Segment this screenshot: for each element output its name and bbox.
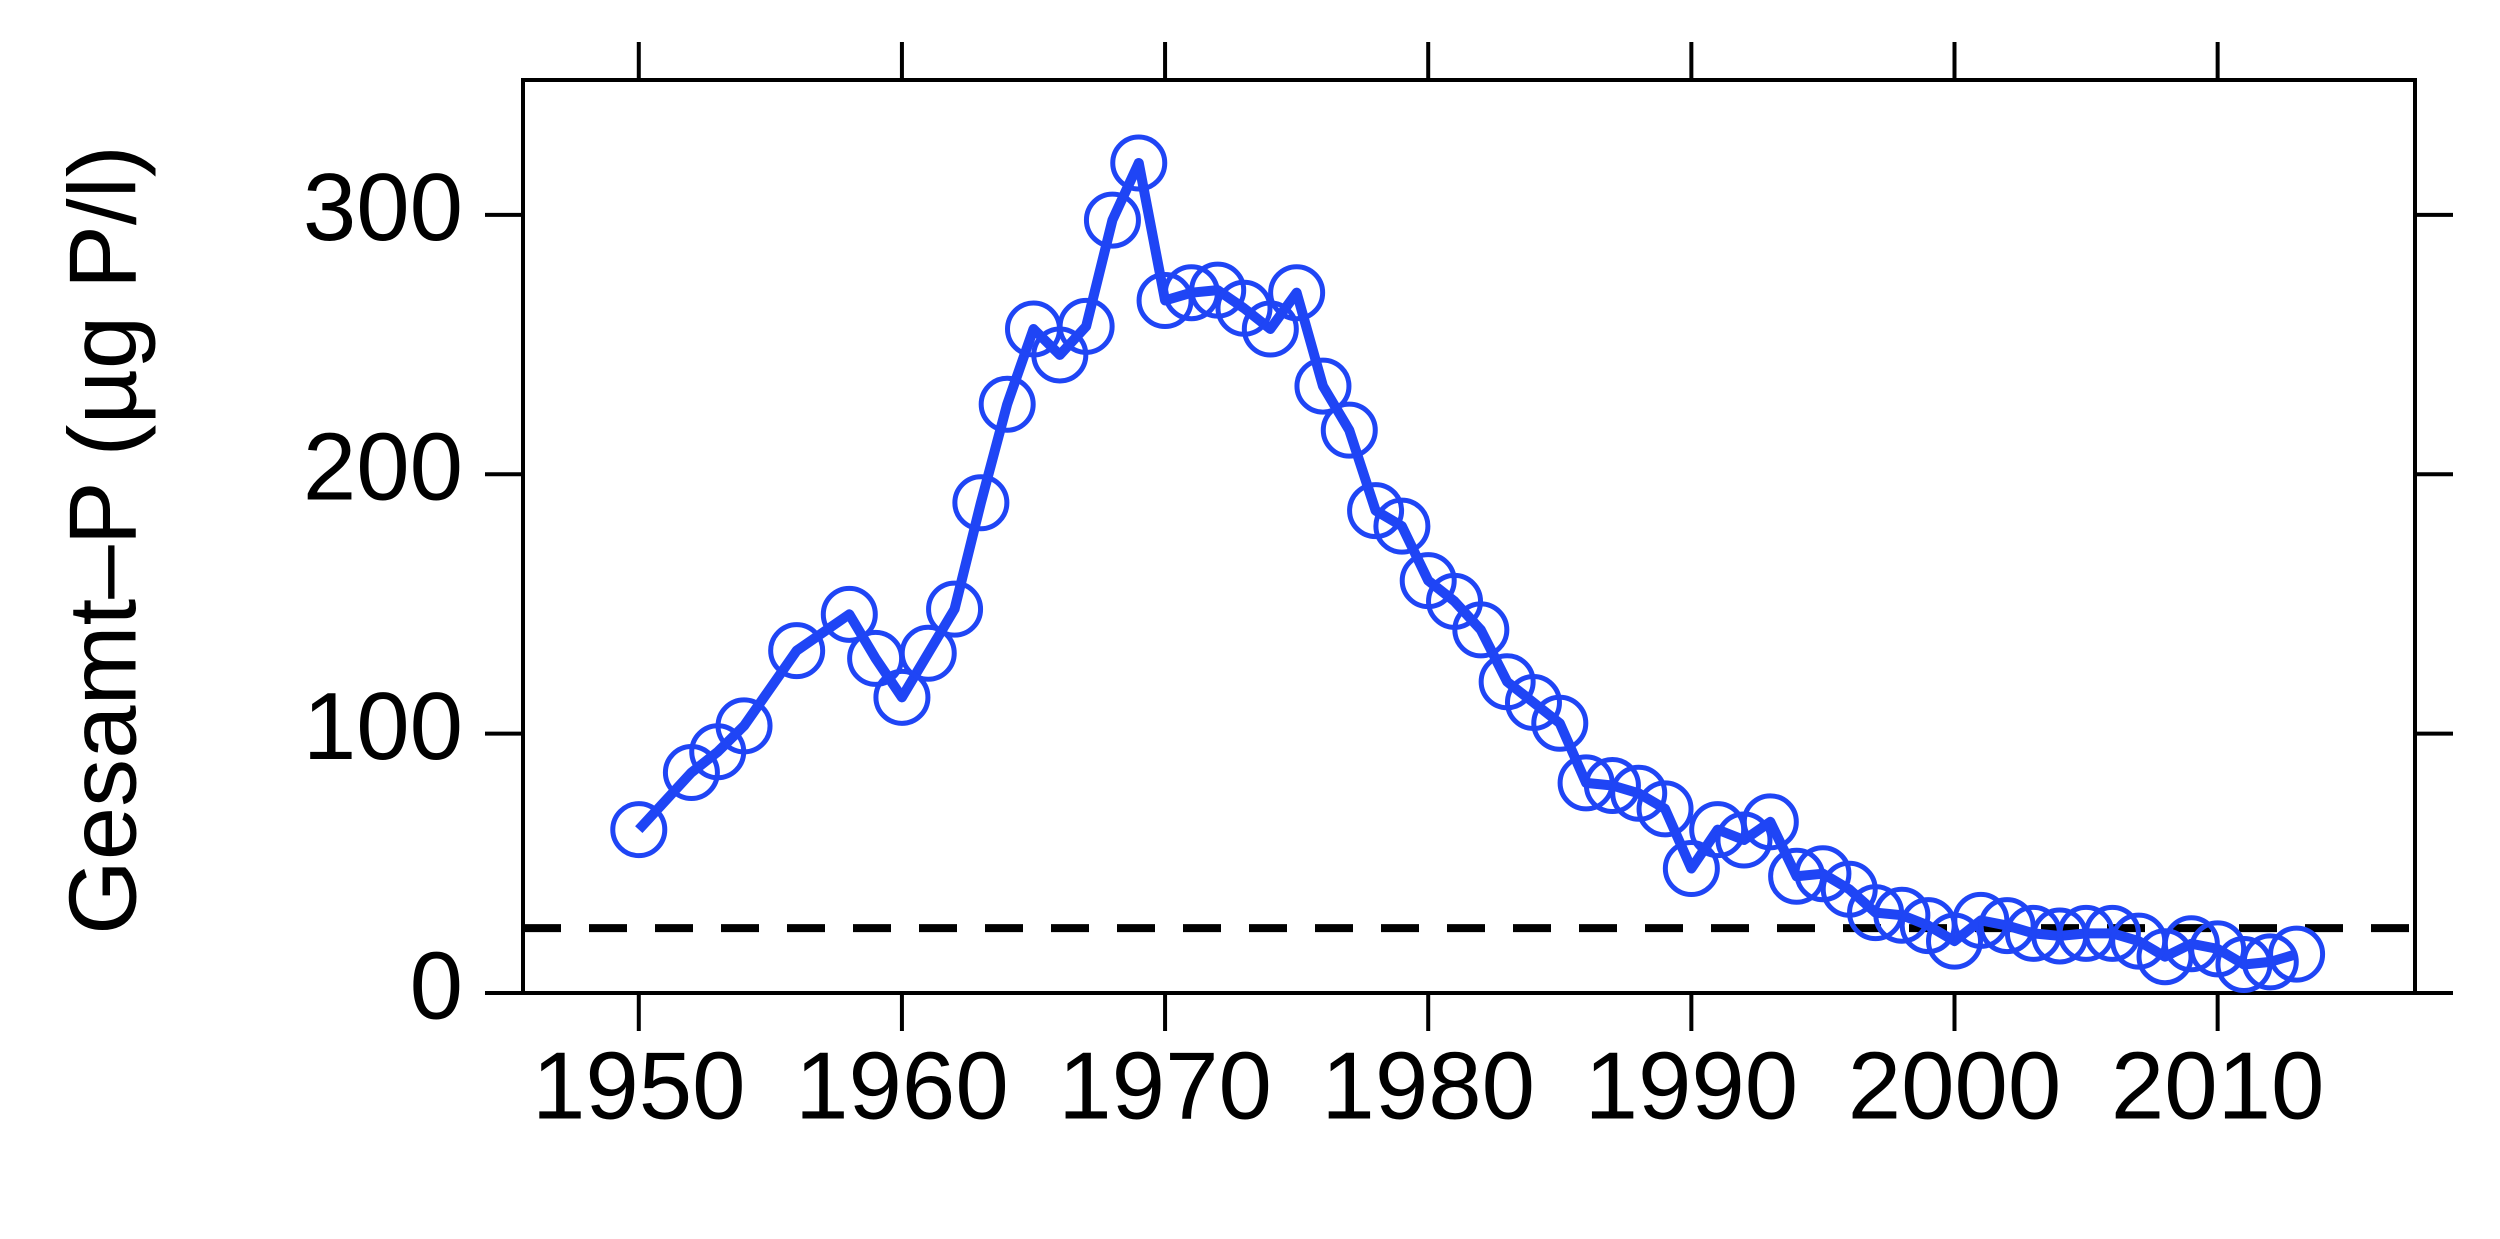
data-point <box>1320 401 1378 459</box>
data-point <box>1636 780 1694 838</box>
x-tick-label: 2010 <box>2111 1032 2325 1139</box>
data-point <box>873 668 931 726</box>
data-point <box>1057 297 1115 355</box>
data-point <box>1557 754 1615 812</box>
x-tick-label: 1980 <box>1321 1032 1535 1139</box>
y-tick-label: 0 <box>410 932 463 1039</box>
data-point <box>978 375 1036 433</box>
data-point <box>1873 886 1931 944</box>
data-point <box>715 697 773 755</box>
data-line <box>635 158 2299 970</box>
data-point <box>2268 925 2326 983</box>
y-axis-label: Gesamt–P (µg P/l) <box>49 145 156 935</box>
data-point <box>1662 840 1720 897</box>
data-point <box>2083 904 2141 962</box>
y-tick-label: 200 <box>303 414 463 521</box>
data-point <box>1452 601 1510 659</box>
x-tick-label: 2000 <box>1848 1032 2062 1139</box>
x-tick-label: 1960 <box>795 1032 1009 1139</box>
data-point <box>1294 357 1352 415</box>
data-point <box>610 801 668 859</box>
x-tick-label: 1950 <box>532 1032 746 1139</box>
data-point <box>820 585 878 643</box>
data-point <box>1768 847 1826 905</box>
data-point <box>1847 884 1905 942</box>
data-point <box>2241 933 2299 991</box>
data-point <box>1162 264 1220 322</box>
x-tick-label: 1970 <box>1058 1032 1272 1139</box>
data-point <box>1531 694 1589 752</box>
data-point <box>1952 891 2010 949</box>
data-point <box>926 580 984 638</box>
data-point <box>952 474 1010 532</box>
y-tick-label: 100 <box>303 673 463 780</box>
data-point <box>1110 134 1168 192</box>
data-point <box>2215 935 2273 993</box>
data-point <box>1373 497 1431 555</box>
data-point <box>1583 757 1641 814</box>
data-point <box>1741 793 1799 851</box>
data-point <box>1136 271 1194 329</box>
plot-frame <box>521 78 2417 995</box>
y-tick-label: 300 <box>303 154 463 261</box>
data-point <box>768 622 826 680</box>
data-point <box>1268 264 1326 322</box>
data-point <box>2162 915 2220 973</box>
x-tick-label: 1990 <box>1585 1032 1799 1139</box>
data-point <box>1083 191 1141 249</box>
data-point <box>899 624 957 682</box>
data-point <box>1978 897 2036 955</box>
